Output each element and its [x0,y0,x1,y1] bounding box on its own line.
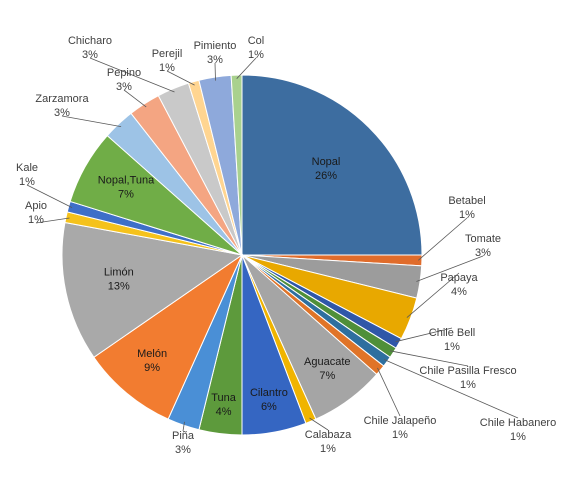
pie-slice-nopal [241,74,423,256]
leader-line-betabel [418,217,468,261]
data-label-percent: 1% [459,209,475,221]
data-label-melon: Melón 9% [137,348,167,374]
data-label-percent: 9% [144,362,160,374]
leader-line-tomate [416,255,484,282]
leader-line-calabaza [309,417,329,431]
data-label-percent: 3% [116,81,132,93]
data-label-category: Betabel [448,195,485,207]
data-label-category: Kale [16,162,38,174]
data-label-tomate: Tomate 3% [465,233,501,259]
data-label-percent: 4% [216,406,232,418]
data-label-betabel: Betabel 1% [448,195,485,221]
pie-slice-col [230,74,243,256]
data-label-percent: 3% [475,247,491,259]
data-label-percent: 13% [108,280,130,292]
data-label-nopal: Nopal 26% [312,156,341,182]
data-label-chicharo: Chicharo 3% [68,35,112,61]
data-label-percent: 1% [444,341,460,353]
data-label-chile-pasilla-fresco: Chile Pasilla Fresco 1% [419,365,516,391]
data-label-category: Tuna [211,392,237,404]
data-label-percent: 1% [28,214,44,226]
data-label-percent: 1% [248,49,264,61]
data-label-percent: 7% [118,189,134,201]
data-label-tuna: Tuna 4% [211,392,237,418]
data-label-aguacate: Aguacate 7% [304,356,350,382]
pie-slice-limon [61,221,244,358]
data-label-percent: 1% [159,62,175,74]
leader-line-papaya [406,272,460,318]
data-label-category: Chile Pasilla Fresco [419,365,516,377]
leader-line-chile-bell [395,327,453,343]
data-label-category: Cilantro [250,387,288,399]
data-label-percent: 3% [82,49,98,61]
data-label-category: Zarzamora [35,93,89,105]
data-label-pimiento: Pimiento 3% [194,40,237,66]
leader-line-pimiento [214,62,216,81]
data-label-percent: 1% [320,443,336,455]
data-label-col: Col 1% [248,35,265,61]
data-label-category: Papaya [440,272,478,284]
data-label-category: Nopal,Tuna [98,175,155,187]
data-label-chile-jalapeno: Chile Jalapeño 1% [364,415,437,441]
data-label-chile-habanero: Chile Habanero 1% [480,417,556,443]
leader-line-col [236,57,257,79]
data-label-category: Perejil [152,48,183,60]
data-label-percent: 3% [175,444,191,456]
data-label-percent: 3% [54,107,70,119]
data-label-pina: Piña 3% [172,430,195,456]
data-label-category: Piña [172,430,195,442]
pie-slices [61,74,423,436]
data-label-category: Chile Jalapeño [364,415,437,427]
data-label-kale: Kale 1% [16,162,38,188]
data-label-percent: 6% [261,401,277,413]
data-label-limon: Limón 13% [104,266,134,292]
data-label-pepino: Pepino 3% [107,67,141,93]
leader-line-chile-habanero [383,359,519,419]
data-label-percent: 1% [392,429,408,441]
data-label-category: Melón [137,348,167,360]
data-label-category: Calabaza [305,429,352,441]
data-label-category: Limón [104,266,134,278]
data-label-category: Pepino [107,67,141,79]
leader-line-perejil [166,70,195,86]
data-label-category: Chile Bell [429,327,475,339]
data-label-category: Chile Habanero [480,417,556,429]
data-label-percent: 26% [315,170,337,182]
data-label-zarzamora: Zarzamora 3% [35,93,89,119]
leader-line-apio [35,217,70,224]
leader-line-chile-jalapeno [377,367,401,417]
leader-line-chile-pasilla-fresco [390,350,469,367]
data-label-chile-bell: Chile Bell 1% [429,327,475,353]
data-label-percent: 4% [451,286,467,298]
leader-line-pina [182,421,185,432]
data-label-category: Nopal [312,156,341,168]
data-label-apio: Apio 1% [25,200,47,226]
data-label-category: Aguacate [304,356,350,368]
data-label-cilantro: Cilantro 6% [250,387,288,413]
data-label-category: Apio [25,200,47,212]
leader-line-pepino [123,89,147,108]
data-label-percent: 3% [207,54,223,66]
data-label-percent: 7% [319,370,335,382]
data-label-percent: 1% [19,176,35,188]
data-label-percent: 1% [460,379,476,391]
data-label-category: Col [248,35,265,47]
data-label-nopal-tuna: Nopal,Tuna 7% [98,175,155,201]
data-label-papaya: Papaya 4% [440,272,478,298]
data-label-calabaza: Calabaza 1% [305,429,352,455]
data-label-percent: 1% [510,431,526,443]
leader-line-chicharo [89,57,175,93]
data-label-category: Tomate [465,233,501,245]
leader-line-zarzamora [61,115,122,127]
leader-lines [26,57,519,432]
data-label-category: Chicharo [68,35,112,47]
leader-line-kale [26,184,73,208]
data-labels: Nopal 26% Betabel 1% Tomate 3% Papaya 4% Chile B… [16,35,556,456]
data-label-category: Pimiento [194,40,237,52]
data-label-perejil: Perejil 1% [152,48,183,74]
pie-slice-melon [93,253,244,420]
